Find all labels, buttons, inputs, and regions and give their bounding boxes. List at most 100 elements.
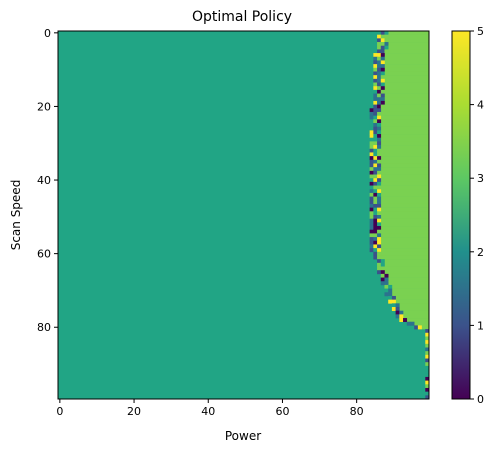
heatmap-cell xyxy=(377,108,382,113)
heatmap-row-right-region xyxy=(380,145,430,150)
heatmap-cell xyxy=(369,178,374,183)
heatmap-cell xyxy=(380,53,385,58)
heatmap-cell xyxy=(377,115,382,120)
heatmap-cell xyxy=(380,38,385,43)
heatmap-cell xyxy=(369,237,374,242)
heatmap-cell xyxy=(369,218,374,223)
heatmap-cell xyxy=(369,137,374,142)
heatmap-cell xyxy=(380,273,385,278)
heatmap-cell xyxy=(377,159,382,164)
heatmap-background-region xyxy=(58,31,429,399)
heatmap-cell xyxy=(377,34,382,39)
heatmap-cell xyxy=(373,185,378,190)
heatmap-cell xyxy=(425,387,430,392)
heatmap-cell xyxy=(369,226,374,231)
heatmap-cell xyxy=(373,251,378,256)
y-tick-label: 40 xyxy=(37,174,51,187)
heatmap-cell xyxy=(369,222,374,227)
heatmap-cell xyxy=(377,123,382,127)
heatmap-row-right-region xyxy=(380,181,430,186)
heatmap-cell xyxy=(380,97,385,102)
heatmap-cell xyxy=(377,262,382,267)
heatmap-cell xyxy=(377,93,382,98)
heatmap-cell xyxy=(369,163,374,168)
heatmap-cell xyxy=(425,369,430,374)
heatmap-cell xyxy=(373,130,378,135)
heatmap-cell xyxy=(369,215,374,219)
heatmap-cell xyxy=(406,321,411,326)
heatmap-cell xyxy=(380,277,385,282)
heatmap-row-right-region xyxy=(380,248,430,253)
heatmap-cell xyxy=(373,119,378,124)
heatmap-cell xyxy=(377,181,382,186)
heatmap-cell xyxy=(425,336,430,341)
heatmap-cell xyxy=(369,181,374,186)
colorbar-tick-label: 2 xyxy=(477,246,484,259)
heatmap-cell xyxy=(369,192,374,197)
heatmap-row-right-region xyxy=(380,215,430,219)
plot-frame xyxy=(57,30,430,400)
heatmap-cell xyxy=(380,75,385,80)
heatmap-cell xyxy=(414,325,419,330)
heatmap-cell xyxy=(380,281,385,286)
heatmap-cell xyxy=(384,38,389,43)
heatmap-cell xyxy=(369,159,374,164)
heatmap-cell xyxy=(369,229,374,234)
heatmap-cell xyxy=(380,34,385,39)
heatmap-cell xyxy=(391,307,396,311)
heatmap-cell xyxy=(377,211,382,216)
heatmap-cell xyxy=(373,60,378,65)
heatmap-cell xyxy=(377,104,382,109)
heatmap-row-right-region xyxy=(380,244,430,249)
heatmap-cell xyxy=(373,82,378,87)
heatmap-row-right-region xyxy=(380,196,430,201)
heatmap-row-right-region xyxy=(380,111,430,116)
heatmap-row-right-region xyxy=(388,38,430,43)
heatmap-cell xyxy=(369,152,374,157)
chart-title: Optimal Policy xyxy=(192,9,292,25)
heatmap-row-right-region xyxy=(380,222,430,227)
heatmap-row-right-region xyxy=(388,277,430,282)
heatmap-cell xyxy=(373,215,378,219)
colorbar-tick-label: 5 xyxy=(477,25,484,38)
y-axis-ticks: 0 20 40 60 80 xyxy=(37,27,58,334)
heatmap-cell xyxy=(377,148,382,153)
heatmap-cell xyxy=(377,167,382,172)
heatmap-cell xyxy=(395,307,400,311)
heatmap-cell xyxy=(373,145,378,150)
heatmap-cell xyxy=(425,365,430,370)
heatmap-cell xyxy=(369,126,374,131)
heatmap-row-right-region xyxy=(388,273,430,278)
heatmap-cell xyxy=(380,93,385,98)
heatmap-cell xyxy=(377,207,382,212)
heatmap-cell xyxy=(377,240,382,245)
heatmap-cell xyxy=(373,203,378,208)
heatmap-cell xyxy=(425,329,430,334)
heatmap-cell xyxy=(373,181,378,186)
heatmap-cell xyxy=(425,376,430,381)
heatmap-row-right-region xyxy=(380,211,430,216)
heatmap-cell xyxy=(425,380,430,385)
heatmap-row-right-region xyxy=(380,233,430,238)
heatmap-cell xyxy=(369,196,374,201)
heatmap-cell xyxy=(425,332,430,337)
colorbar-tick-label: 4 xyxy=(477,99,484,112)
heatmap-cell xyxy=(373,196,378,201)
heatmap-row-right-region xyxy=(406,318,430,323)
heatmap-cell xyxy=(369,189,374,194)
heatmap-cell xyxy=(377,141,382,146)
heatmap-row-right-region xyxy=(384,53,430,58)
heatmap-row-right-region xyxy=(380,229,430,234)
heatmap-cell xyxy=(369,170,374,175)
heatmap-cell xyxy=(377,174,382,179)
heatmap-cell xyxy=(380,60,385,65)
heatmap-cell xyxy=(377,196,382,201)
heatmap-cell xyxy=(384,273,389,278)
heatmap-cell xyxy=(369,115,374,120)
heatmap-row-right-region xyxy=(384,78,430,83)
heatmap-cell xyxy=(369,119,374,124)
heatmap-row-right-region xyxy=(380,189,430,194)
heatmap-cell xyxy=(395,303,400,308)
heatmap-cell xyxy=(373,233,378,238)
heatmap-row-right-region xyxy=(384,259,430,264)
